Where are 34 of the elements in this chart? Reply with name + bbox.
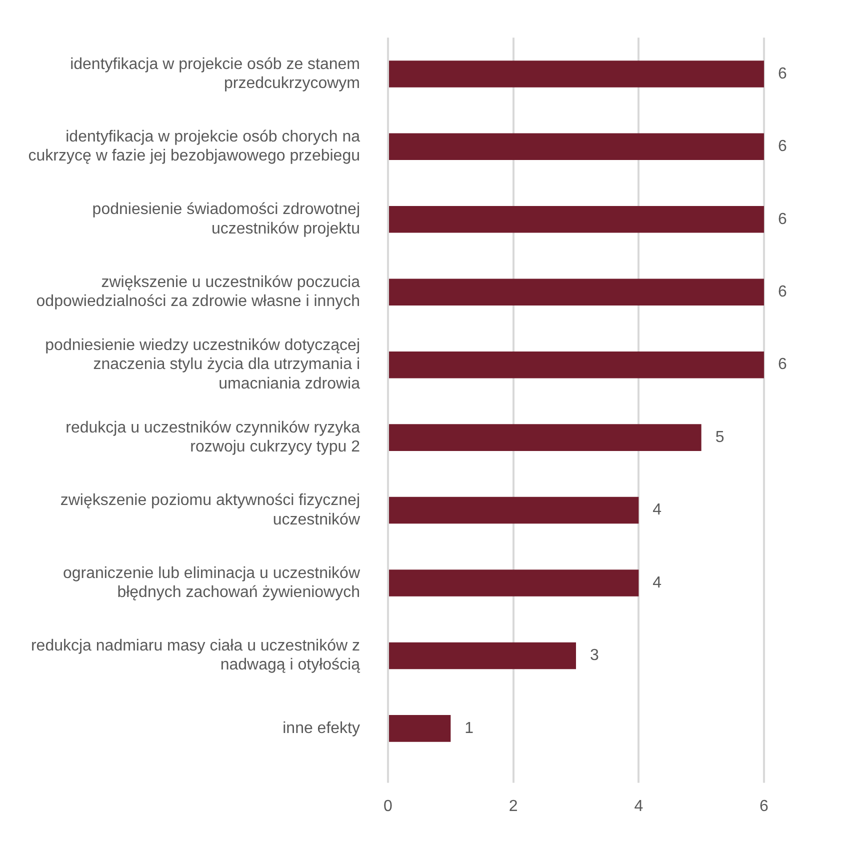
x-tick-label: 2 (508, 798, 518, 815)
bar (389, 496, 639, 524)
bar (389, 206, 764, 233)
bar (389, 570, 639, 596)
y-tick-label: podniesienie świadomości zdrowotnej uczestników projektu (92, 201, 360, 238)
y-tick-label: identyfikacja w projekcie osób ze stanem przedcukrzycowym (70, 56, 360, 92)
y-tick-label: podniesienie wiedzy uczestników dotyczącej znaczenia stylu życia dla utrzymania i umacniania zdrowia (45, 337, 360, 392)
data-label: 6 (778, 65, 787, 82)
data-label: 4 (652, 502, 662, 519)
data-label: 6 (778, 138, 787, 156)
bar (389, 715, 451, 742)
bar (389, 60, 764, 88)
y-tick-label: identyfikacja w projekcie osób chorych na cukrzycę w fazie jej bezobjawowego przebiegu (28, 128, 360, 165)
data-label: 5 (715, 428, 724, 446)
bar (389, 133, 764, 160)
data-label: 3 (590, 647, 599, 664)
x-tick-label: 0 (384, 798, 393, 815)
data-label: 4 (652, 574, 662, 592)
data-label: 6 (778, 210, 787, 228)
y-tick-label: redukcja nadmiaru masy ciała u uczestników z nadwagą i otyłością (30, 638, 360, 674)
bar (389, 642, 576, 670)
data-label: 6 (778, 284, 787, 301)
x-tick-label: 6 (760, 798, 769, 815)
x-tick-label: 4 (634, 798, 644, 815)
data-label: 6 (778, 356, 787, 374)
y-tick-label: ograniczenie lub eliminacja u uczestników błędnych zachowań żywieniowych (62, 564, 360, 602)
y-tick-label: zwiększenie poziomu aktywności fizycznej uczestników (60, 492, 360, 528)
y-tick-label: redukcja u uczestników czynników ryzyka rozwoju cukrzycy typu 2 (66, 419, 360, 456)
data-label: 1 (464, 720, 474, 737)
bar (389, 351, 764, 378)
y-tick-label: zwiększenie u uczestników poczucia odpowiedzialności za zdrowie własne i innych (36, 274, 360, 310)
bar (389, 278, 764, 306)
y-tick-label: inne efekty (282, 720, 360, 737)
bar (389, 424, 702, 451)
